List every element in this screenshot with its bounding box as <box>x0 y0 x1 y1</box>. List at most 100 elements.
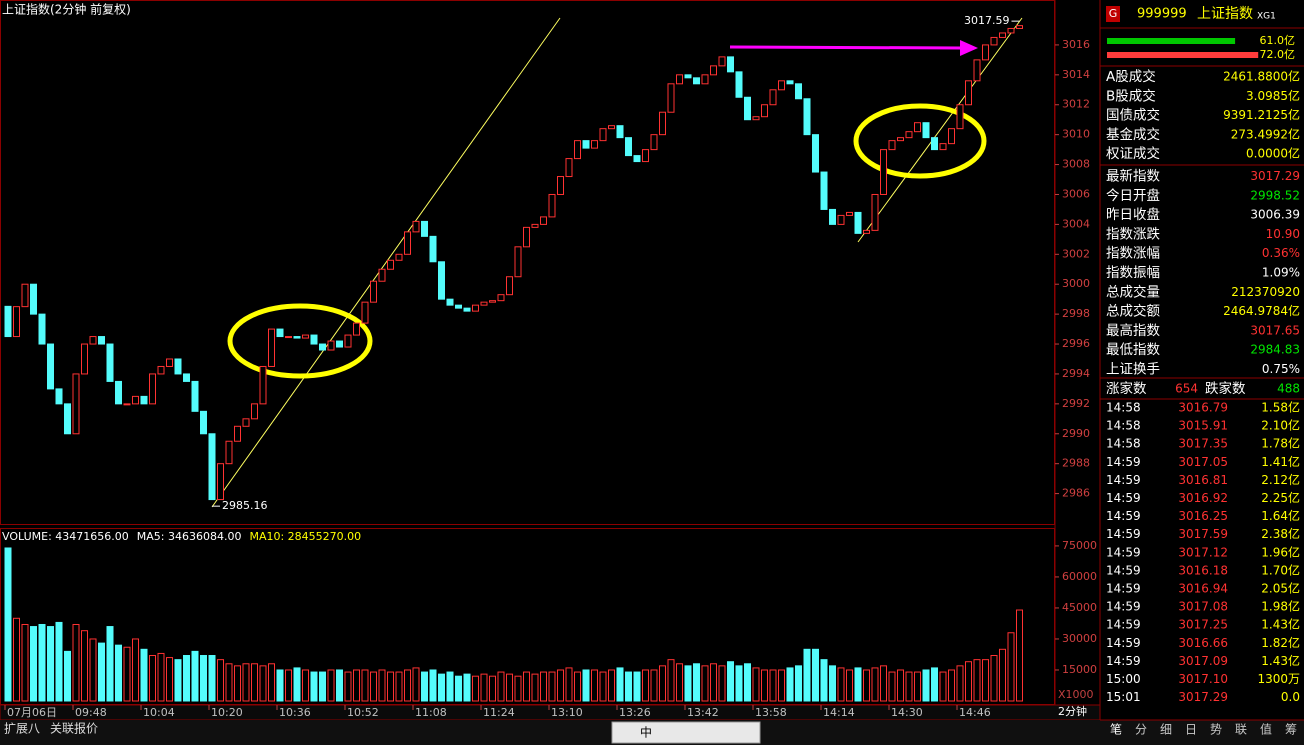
trade-time: 14:58 <box>1106 419 1141 433</box>
candle-body <box>217 463 224 501</box>
candle-body <box>812 134 819 173</box>
candle-body <box>582 140 590 149</box>
panel-tab[interactable]: 筹 <box>1285 723 1297 737</box>
candle-body <box>285 336 292 339</box>
volume-bar <box>344 671 352 702</box>
trade-time: 14:59 <box>1106 473 1141 487</box>
volume-bar <box>421 671 428 702</box>
panel-tab[interactable]: 细 <box>1160 723 1172 737</box>
panel-tab[interactable]: 日 <box>1185 723 1197 737</box>
volume-bar <box>412 667 420 702</box>
volume-bar <box>880 665 887 702</box>
trade-time: 14:59 <box>1106 491 1141 505</box>
footer-tab[interactable]: 关联报价 <box>50 721 98 736</box>
volume-bar <box>259 665 267 702</box>
candle-body <box>710 65 717 76</box>
stat-label: 最高指数 <box>1106 322 1160 339</box>
volume-bar <box>208 655 216 702</box>
x-tick-label: 13:10 <box>551 706 583 719</box>
candle-body <box>837 214 845 225</box>
volume-bar <box>404 669 411 702</box>
candle-body <box>897 137 904 142</box>
y-tick-label: 2996 <box>1062 337 1090 350</box>
volume-bar <box>735 665 743 702</box>
panel-bar <box>1107 38 1236 44</box>
trade-price: 3016.18 <box>1178 563 1228 577</box>
volume-bar <box>166 657 173 702</box>
toolbar-button[interactable]: 中 <box>640 725 652 740</box>
y-tick-label: 3000 <box>1062 277 1090 290</box>
volume-bar <box>183 655 190 702</box>
panel-bar <box>1107 52 1259 58</box>
panel-tab[interactable]: 分 <box>1135 723 1147 737</box>
stat-label: 最低指数 <box>1106 342 1160 358</box>
candle-body <box>13 306 20 338</box>
volume-bar <box>676 663 683 702</box>
volume-bar <box>778 669 785 702</box>
candle-body <box>744 96 751 121</box>
candle-body <box>956 104 964 130</box>
candle-body <box>863 229 870 234</box>
trade-volume: 1.98亿 <box>1261 599 1300 614</box>
candle-body <box>990 36 998 46</box>
candle-body <box>557 176 564 195</box>
x-tick-label: 10:20 <box>211 706 243 719</box>
candle-body <box>803 98 811 136</box>
volume-bar <box>378 669 386 702</box>
volume-bar <box>914 671 921 702</box>
volume-bar <box>854 667 862 702</box>
trade-price: 3017.35 <box>1178 437 1228 451</box>
volume-bar <box>72 623 80 702</box>
volume-bar <box>480 673 488 702</box>
volume-bar <box>633 671 641 702</box>
volume-bar <box>336 669 343 702</box>
y-tick-label: 3014 <box>1062 68 1090 81</box>
volume-bar <box>13 617 20 702</box>
trade-time: 15:01 <box>1106 690 1141 704</box>
volume-bar <box>395 671 403 702</box>
volume-bar <box>727 661 734 702</box>
panel-tab[interactable]: 笔 <box>1110 722 1122 737</box>
stat-label: 今日开盘 <box>1106 187 1160 204</box>
candle-body <box>727 56 734 73</box>
panel-tab[interactable]: 联 <box>1235 723 1247 737</box>
volume-bar <box>319 671 326 702</box>
volume-bar <box>140 648 148 702</box>
candle-body <box>778 80 785 91</box>
breadth-label: 跌家数 <box>1205 380 1246 397</box>
candle-body <box>650 134 658 151</box>
volume-bar <box>565 667 573 702</box>
panel-tab[interactable]: 势 <box>1210 723 1222 737</box>
volume-bar <box>149 655 156 702</box>
trade-volume: 1.82亿 <box>1261 635 1300 650</box>
volume-bar <box>174 659 182 702</box>
candle-body <box>174 358 182 375</box>
candle-body <box>404 231 411 255</box>
volume-bar <box>242 663 250 702</box>
panel-tag: XG1 <box>1257 12 1276 22</box>
candle-body <box>21 283 29 308</box>
volume-bar <box>591 669 598 702</box>
trade-time: 15:00 <box>1106 672 1141 686</box>
panel-tab[interactable]: 值 <box>1260 722 1272 737</box>
volume-bar <box>922 669 930 702</box>
trend-line <box>211 17 561 508</box>
footer-tab[interactable]: 扩展八 <box>4 722 40 736</box>
stat-label: 指数振幅 <box>1106 265 1160 281</box>
volume-bar <box>1016 609 1023 702</box>
stat-label: B股成交 <box>1106 87 1156 104</box>
highlight-ellipse <box>227 303 373 379</box>
trade-volume: 0.0 <box>1281 690 1300 704</box>
volume-bar <box>523 671 530 702</box>
stat-label: 总成交量 <box>1106 283 1160 300</box>
volume-bar <box>4 547 12 702</box>
volume-bar <box>718 665 726 702</box>
candle-body <box>1007 27 1015 34</box>
candle-body <box>455 304 462 309</box>
candle-body <box>472 304 479 312</box>
volume-bar <box>268 663 275 702</box>
candle-body <box>276 328 284 338</box>
candle-body <box>684 74 692 79</box>
candle-body <box>659 111 666 136</box>
